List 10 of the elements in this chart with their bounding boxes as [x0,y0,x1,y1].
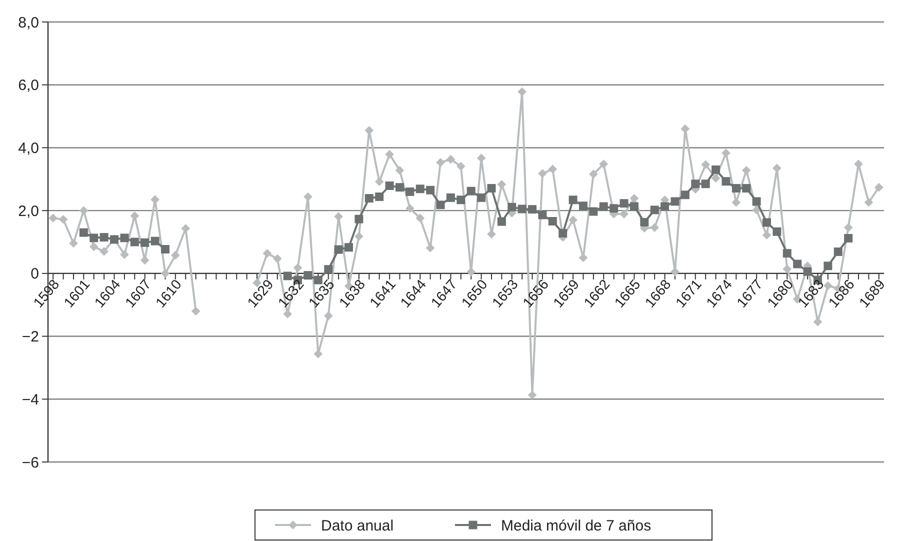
y-tick-label: 6,0 [18,77,39,94]
y-tick-label: 0 [30,266,39,283]
y-tick-label: 4,0 [18,140,39,157]
y-tick-label: −6 [22,454,39,472]
y-tick-label: 8,0 [18,14,39,32]
legend-label: Media móvil de 7 años [501,517,652,534]
y-tick-label: −4 [22,391,39,408]
y-tick-label: −2 [22,328,39,346]
y-tick-label: 2,0 [18,202,39,220]
legend-label: Dato anual [321,517,394,534]
